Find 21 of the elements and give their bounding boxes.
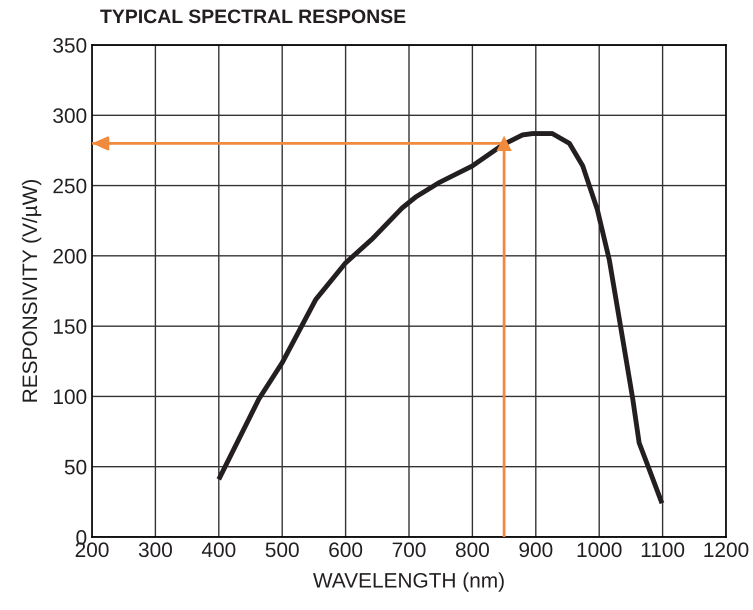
y-tick-label: 100	[54, 389, 86, 404]
x-tick-label: 300	[138, 542, 172, 558]
x-tick-label: 1100	[642, 542, 684, 558]
x-tick-label: 900	[519, 542, 552, 558]
x-tick-label: 600	[329, 542, 362, 558]
y-tick-label: 300	[53, 108, 86, 124]
y-axis-title: RESPONSIVITY (V/µW)	[22, 180, 42, 402]
x-tick-label: 1200	[704, 542, 748, 558]
x-axis-title: WAVELENGTH (nm)	[313, 572, 504, 592]
x-tick-label: 800	[456, 542, 489, 558]
x-tick-label: 1000	[578, 542, 622, 558]
x-tick-label: 400	[202, 542, 236, 558]
y-tick-label: 250	[53, 178, 86, 194]
chart-title: TYPICAL SPECTRAL RESPONSE	[100, 9, 406, 24]
y-tick-label: 350	[53, 38, 86, 53]
y-tick-label: 50	[64, 460, 86, 474]
line-series	[216, 131, 664, 506]
x-tick-label: 700	[392, 542, 426, 558]
x-tick-label: 500	[266, 542, 299, 558]
y-tick-label: 200	[53, 248, 86, 264]
y-tick-label: 150	[54, 319, 86, 334]
